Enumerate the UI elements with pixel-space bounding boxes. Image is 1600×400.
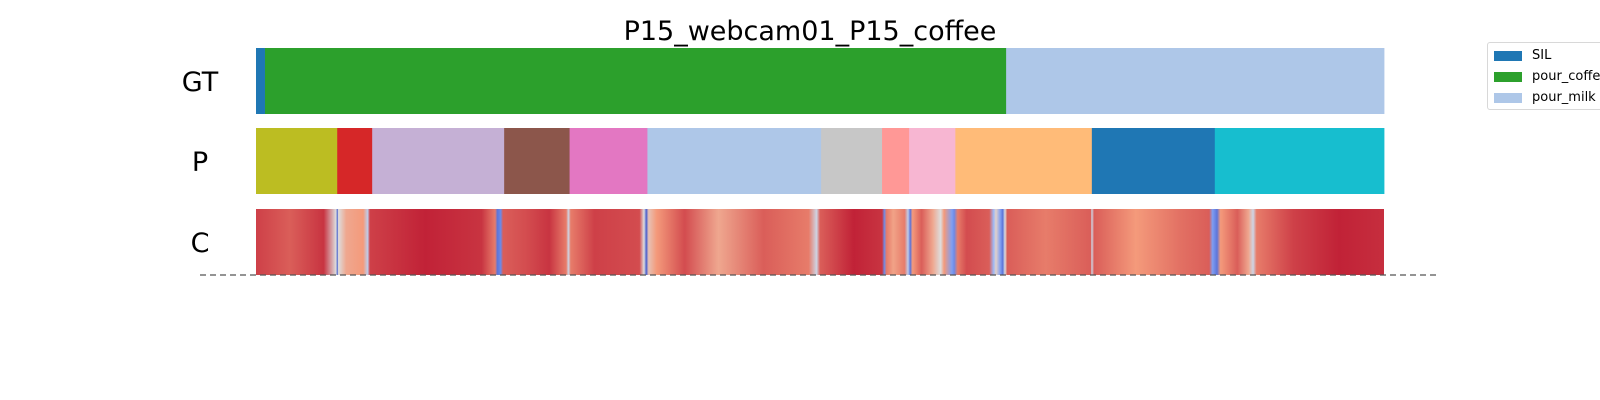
legend-swatch-pour-milk: [1494, 93, 1522, 103]
segment-gt-2: [1006, 48, 1385, 114]
segment-p-11: [1214, 128, 1385, 194]
segment-p-5: [647, 128, 822, 194]
row-gt: GT: [182, 48, 1385, 114]
legend-label-pour-milk: pour_milk: [1532, 90, 1596, 105]
row-c: C: [191, 209, 1384, 275]
segment-p-1: [337, 128, 373, 194]
row-label-c: C: [191, 228, 210, 259]
legend-swatch-sil: [1494, 51, 1522, 61]
segment-gt-0: [256, 48, 266, 114]
legend: SIL pour_coffee pour_milk: [1487, 42, 1600, 110]
segment-p-0: [256, 128, 338, 194]
segment-p-2: [372, 128, 505, 194]
segment-p-10: [1091, 128, 1216, 194]
legend-swatch-pour-coffee: [1494, 72, 1522, 82]
row-label-gt: GT: [182, 67, 219, 98]
confidence-strip: [256, 209, 1384, 275]
chart-title: P15_webcam01_P15_coffee: [624, 16, 997, 47]
segment-p-7: [882, 128, 910, 194]
segment-p-3: [504, 128, 570, 194]
segment-p-4: [569, 128, 648, 194]
segment-p-9: [955, 128, 1093, 194]
row-p: P: [192, 128, 1385, 194]
segment-gt-1: [265, 48, 1007, 114]
segment-p-6: [821, 128, 883, 194]
legend-label-sil: SIL: [1532, 48, 1552, 63]
legend-label-pour-coffee: pour_coffee: [1532, 69, 1600, 84]
row-label-p: P: [192, 147, 208, 178]
segment-p-8: [909, 128, 956, 194]
